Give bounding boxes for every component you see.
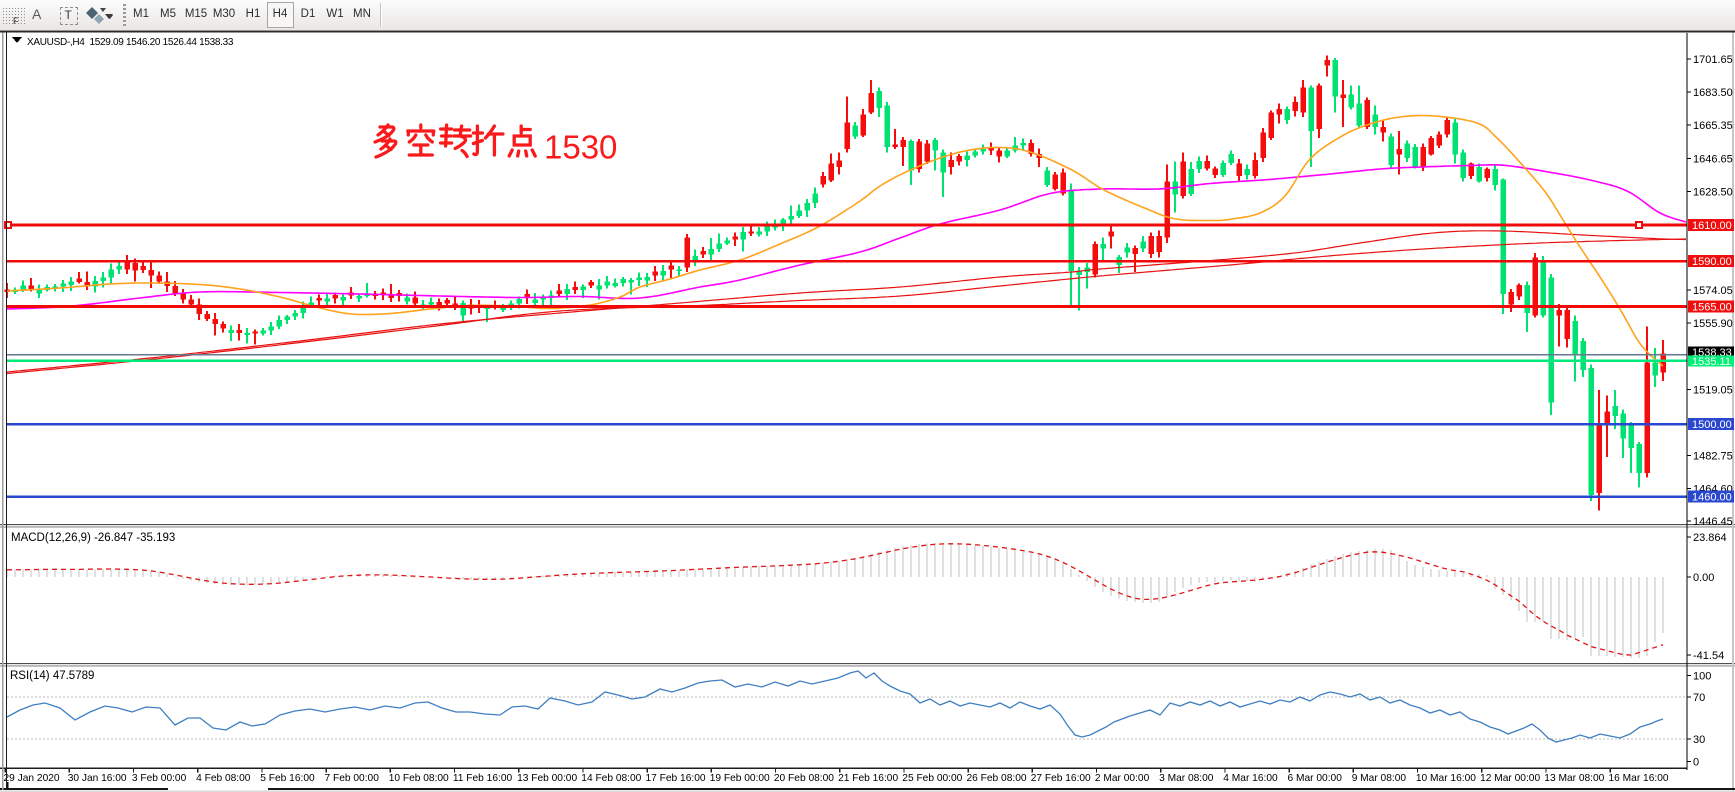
svg-text:MACD(12,26,9) -26.847 -35.193: MACD(12,26,9) -26.847 -35.193 <box>11 532 175 544</box>
svg-text:3 Feb 00:00: 3 Feb 00:00 <box>132 773 187 784</box>
svg-text:1535.11: 1535.11 <box>1692 356 1731 368</box>
svg-text:9 Mar 08:00: 9 Mar 08:00 <box>1352 773 1407 784</box>
svg-text:1665.35: 1665.35 <box>1693 120 1733 132</box>
svg-text:RSI(14) 47.5789: RSI(14) 47.5789 <box>10 670 94 682</box>
svg-text:1446.45: 1446.45 <box>1693 516 1733 528</box>
svg-text:XAUUSD-,H4 1529.09 1546.20 15: XAUUSD-,H4 1529.09 1546.20 1526.44 1538.… <box>27 37 234 48</box>
svg-text:4 Feb 08:00: 4 Feb 08:00 <box>196 773 251 784</box>
svg-text:100: 100 <box>1693 671 1711 683</box>
svg-text:1460.00: 1460.00 <box>1692 492 1732 504</box>
svg-text:7 Feb 00:00: 7 Feb 00:00 <box>325 773 380 784</box>
svg-text:25 Feb 00:00: 25 Feb 00:00 <box>902 773 962 784</box>
svg-text:1519.05: 1519.05 <box>1693 385 1733 397</box>
svg-text:11 Feb 16:00: 11 Feb 16:00 <box>453 773 513 784</box>
svg-text:-41.54: -41.54 <box>1693 650 1724 662</box>
svg-text:1530: 1530 <box>544 129 617 166</box>
svg-text:1590.00: 1590.00 <box>1692 256 1732 268</box>
svg-text:1482.75: 1482.75 <box>1693 451 1733 463</box>
svg-text:5 Feb 16:00: 5 Feb 16:00 <box>260 773 315 784</box>
svg-text:6 Mar 00:00: 6 Mar 00:00 <box>1288 773 1343 784</box>
svg-text:0.00: 0.00 <box>1693 572 1714 584</box>
svg-text:16 Mar 16:00: 16 Mar 16:00 <box>1609 773 1669 784</box>
svg-text:1555.90: 1555.90 <box>1693 318 1733 330</box>
svg-text:23.864: 23.864 <box>1693 532 1727 544</box>
svg-text:14 Feb 08:00: 14 Feb 08:00 <box>581 773 641 784</box>
svg-text:13 Mar 08:00: 13 Mar 08:00 <box>1544 773 1604 784</box>
svg-text:10 Mar 16:00: 10 Mar 16:00 <box>1416 773 1476 784</box>
svg-text:30: 30 <box>1693 734 1705 746</box>
svg-text:20 Feb 08:00: 20 Feb 08:00 <box>774 773 834 784</box>
svg-text:1574.05: 1574.05 <box>1693 285 1733 297</box>
svg-text:12 Mar 00:00: 12 Mar 00:00 <box>1480 773 1540 784</box>
svg-text:17 Feb 16:00: 17 Feb 16:00 <box>646 773 706 784</box>
svg-text:1646.65: 1646.65 <box>1693 154 1733 166</box>
svg-text:13 Feb 00:00: 13 Feb 00:00 <box>517 773 577 784</box>
svg-text:10 Feb 08:00: 10 Feb 08:00 <box>389 773 449 784</box>
svg-text:1565.00: 1565.00 <box>1692 302 1732 314</box>
svg-text:26 Feb 08:00: 26 Feb 08:00 <box>967 773 1027 784</box>
svg-text:1701.65: 1701.65 <box>1693 54 1733 66</box>
svg-text:19 Feb 00:00: 19 Feb 00:00 <box>710 773 770 784</box>
svg-text:70: 70 <box>1693 692 1705 704</box>
svg-text:1500.00: 1500.00 <box>1692 419 1732 431</box>
svg-text:4 Mar 16:00: 4 Mar 16:00 <box>1223 773 1278 784</box>
svg-text:3 Mar 08:00: 3 Mar 08:00 <box>1159 773 1214 784</box>
svg-text:1610.00: 1610.00 <box>1692 220 1732 232</box>
svg-text:1628.50: 1628.50 <box>1693 187 1733 199</box>
svg-text:29 Jan 2020: 29 Jan 2020 <box>4 773 60 784</box>
svg-text:0: 0 <box>1693 757 1699 769</box>
svg-text:1683.50: 1683.50 <box>1693 87 1733 99</box>
svg-text:21 Feb 16:00: 21 Feb 16:00 <box>838 773 898 784</box>
svg-text:27 Feb 16:00: 27 Feb 16:00 <box>1031 773 1091 784</box>
svg-text:2 Mar 00:00: 2 Mar 00:00 <box>1095 773 1150 784</box>
svg-text:30 Jan 16:00: 30 Jan 16:00 <box>68 773 127 784</box>
